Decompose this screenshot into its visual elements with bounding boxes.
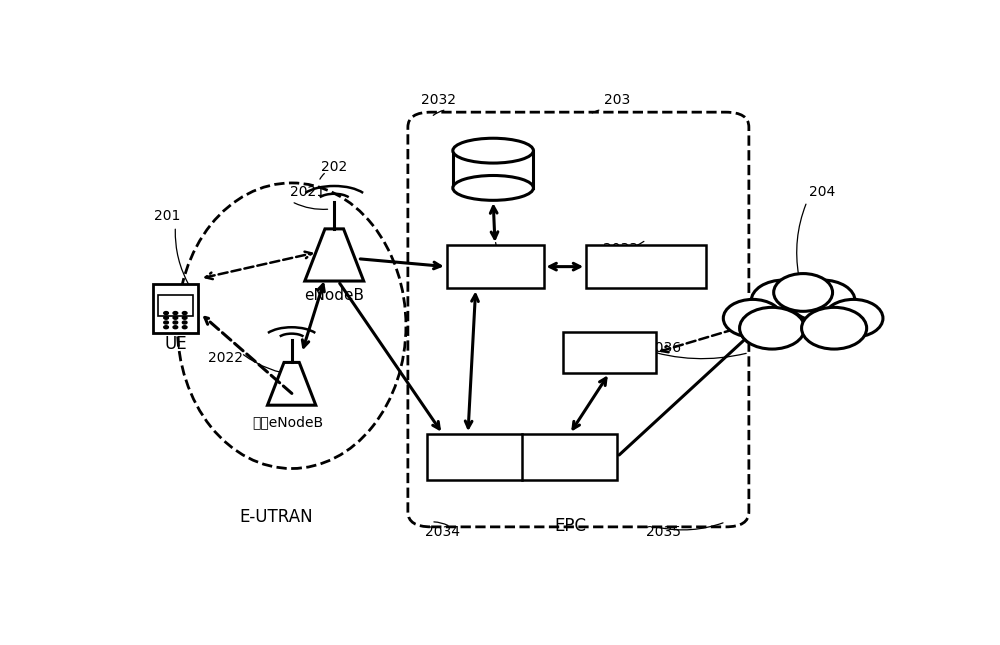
Text: eNodeB: eNodeB [304,288,364,303]
Ellipse shape [453,138,533,163]
Text: 2033: 2033 [604,242,639,256]
Text: 203: 203 [604,93,630,107]
Text: HSS: HSS [476,160,510,178]
Circle shape [182,316,187,319]
Circle shape [164,326,168,329]
Text: IP业务: IP业务 [786,314,821,332]
Text: MME: MME [474,257,516,275]
Circle shape [173,312,178,315]
Circle shape [723,299,782,337]
Polygon shape [305,229,364,281]
Bar [563,332,656,373]
Text: 2035: 2035 [646,525,681,539]
Text: 2031: 2031 [491,262,526,275]
Circle shape [182,312,187,315]
Circle shape [802,308,867,349]
Circle shape [740,308,805,349]
Bar [158,295,193,316]
Text: 2021: 2021 [290,184,325,199]
Bar [427,434,617,480]
Text: E-UTRAN: E-UTRAN [239,508,313,526]
Circle shape [164,316,168,319]
Text: PCRF: PCRF [588,344,631,362]
Circle shape [751,280,816,322]
Bar [447,244,544,288]
Text: 201: 201 [154,210,181,223]
Circle shape [824,299,883,337]
Circle shape [182,326,187,329]
Circle shape [164,321,168,324]
Circle shape [164,312,168,315]
Circle shape [173,326,178,329]
Polygon shape [267,362,316,405]
Text: 2032: 2032 [421,93,456,107]
Text: 2036: 2036 [646,341,681,355]
Circle shape [774,273,833,312]
Text: 其它eNodeB: 其它eNodeB [252,415,323,430]
Text: SGW: SGW [455,448,495,466]
Text: PGW: PGW [550,448,589,466]
Circle shape [182,321,187,324]
Text: UE: UE [164,335,187,353]
Ellipse shape [733,284,873,348]
Ellipse shape [453,175,533,201]
Bar [153,284,198,333]
Text: 2034: 2034 [425,525,460,539]
Text: 202: 202 [321,160,347,174]
Bar [586,244,706,288]
Circle shape [173,316,178,319]
Circle shape [790,280,855,322]
Circle shape [173,321,178,324]
Text: EPC: EPC [555,517,587,535]
Text: 其它MME: 其它MME [617,257,676,275]
Text: 2022: 2022 [208,351,243,365]
Text: 204: 204 [809,184,836,199]
Bar [453,151,533,188]
